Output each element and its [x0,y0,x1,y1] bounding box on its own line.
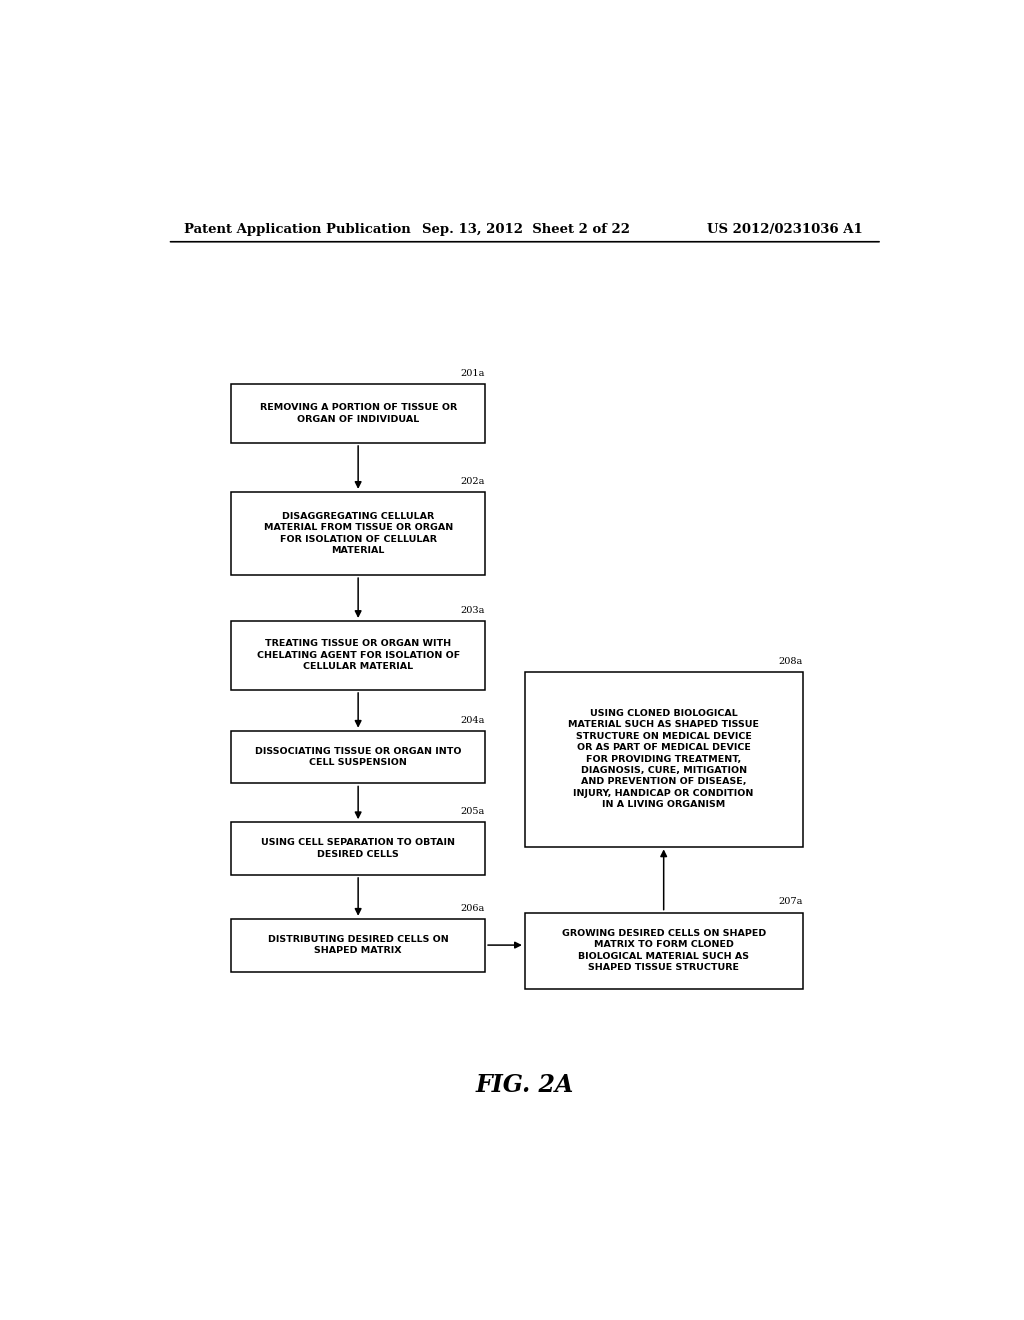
Text: GROWING DESIRED CELLS ON SHAPED
MATRIX TO FORM CLONED
BIOLOGICAL MATERIAL SUCH A: GROWING DESIRED CELLS ON SHAPED MATRIX T… [561,929,766,973]
Text: USING CELL SEPARATION TO OBTAIN
DESIRED CELLS: USING CELL SEPARATION TO OBTAIN DESIRED … [261,838,455,859]
Text: 204a: 204a [461,715,485,725]
Text: FIG. 2A: FIG. 2A [475,1073,574,1097]
FancyBboxPatch shape [231,492,485,576]
FancyBboxPatch shape [231,919,485,972]
Text: Sep. 13, 2012  Sheet 2 of 22: Sep. 13, 2012 Sheet 2 of 22 [422,223,630,236]
FancyBboxPatch shape [231,620,485,690]
Text: 206a: 206a [461,904,485,912]
FancyBboxPatch shape [231,822,485,875]
FancyBboxPatch shape [524,672,803,846]
Text: REMOVING A PORTION OF TISSUE OR
ORGAN OF INDIVIDUAL: REMOVING A PORTION OF TISSUE OR ORGAN OF… [259,404,457,424]
FancyBboxPatch shape [231,384,485,444]
Text: 203a: 203a [461,606,485,615]
Text: USING CLONED BIOLOGICAL
MATERIAL SUCH AS SHAPED TISSUE
STRUCTURE ON MEDICAL DEVI: USING CLONED BIOLOGICAL MATERIAL SUCH AS… [568,709,759,809]
Text: 202a: 202a [461,477,485,486]
Text: 201a: 201a [461,370,485,378]
Text: DISSOCIATING TISSUE OR ORGAN INTO
CELL SUSPENSION: DISSOCIATING TISSUE OR ORGAN INTO CELL S… [255,747,462,767]
Text: TREATING TISSUE OR ORGAN WITH
CHELATING AGENT FOR ISOLATION OF
CELLULAR MATERIAL: TREATING TISSUE OR ORGAN WITH CHELATING … [257,639,460,672]
FancyBboxPatch shape [231,731,485,784]
Text: 208a: 208a [778,656,803,665]
Text: 205a: 205a [461,807,485,816]
Text: Patent Application Publication: Patent Application Publication [183,223,411,236]
Text: 207a: 207a [778,898,803,907]
Text: DISAGGREGATING CELLULAR
MATERIAL FROM TISSUE OR ORGAN
FOR ISOLATION OF CELLULAR
: DISAGGREGATING CELLULAR MATERIAL FROM TI… [263,512,453,556]
FancyBboxPatch shape [524,912,803,989]
Text: US 2012/0231036 A1: US 2012/0231036 A1 [708,223,863,236]
Text: DISTRIBUTING DESIRED CELLS ON
SHAPED MATRIX: DISTRIBUTING DESIRED CELLS ON SHAPED MAT… [267,935,449,956]
